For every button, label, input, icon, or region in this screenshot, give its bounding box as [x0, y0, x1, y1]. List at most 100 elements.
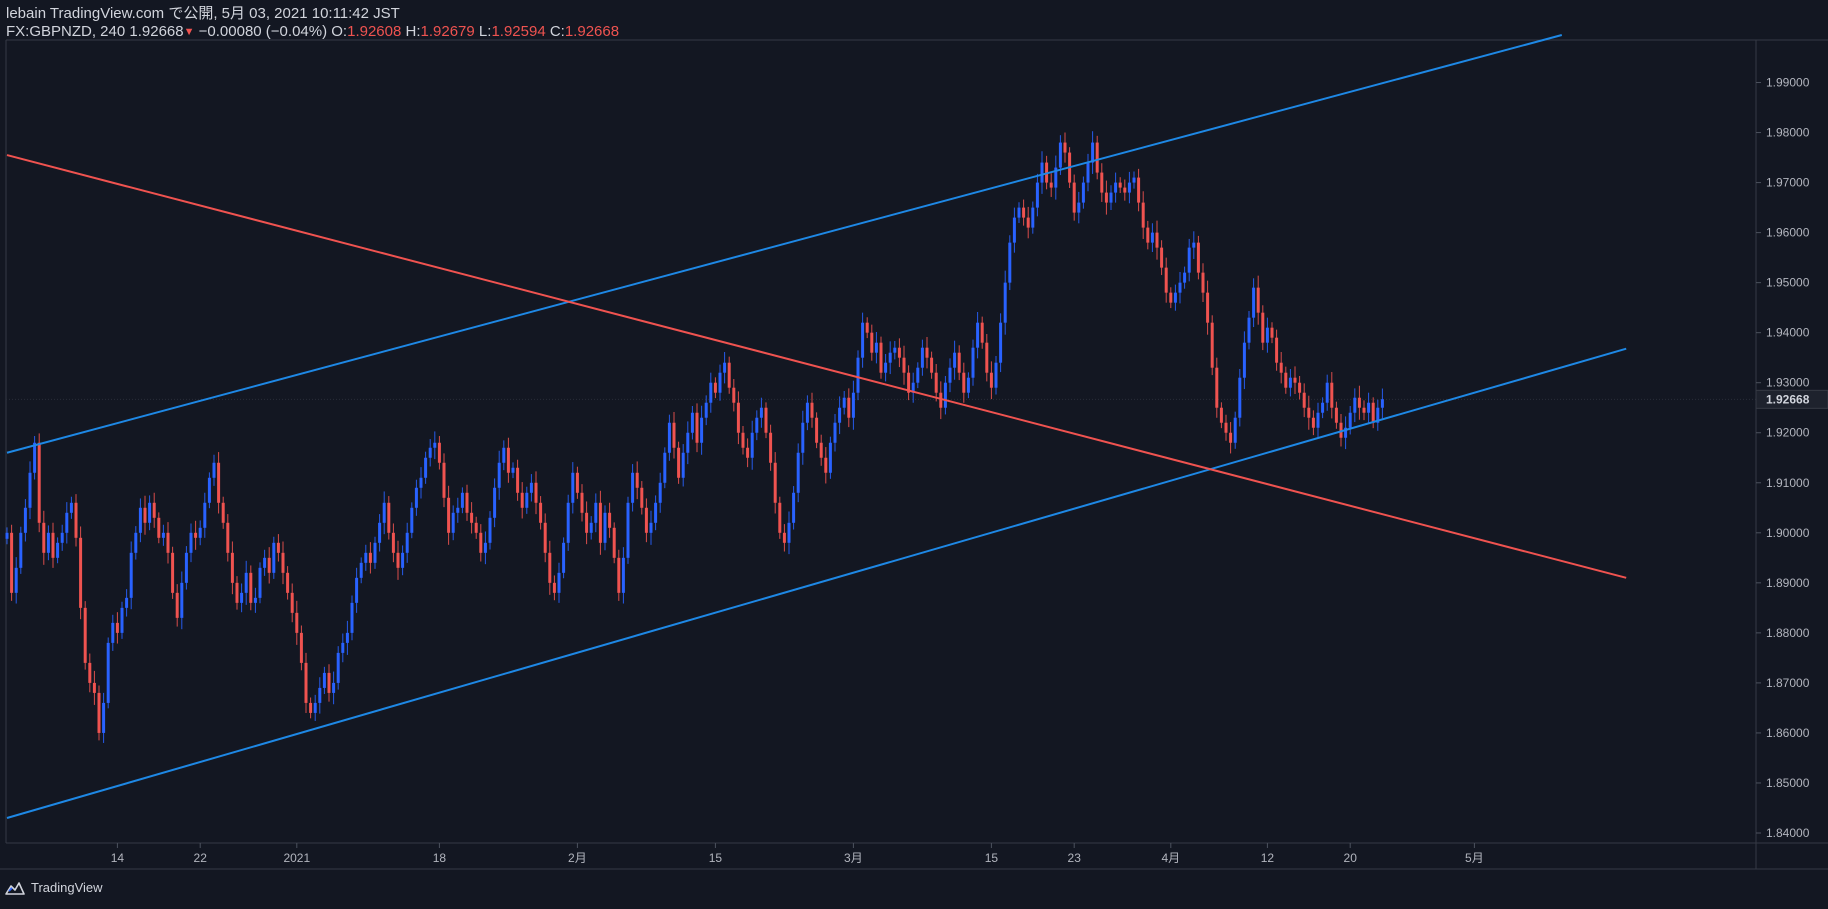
price-tick-label: 1.88000: [1766, 626, 1810, 640]
high-label: H:: [405, 23, 421, 40]
candle-body: [861, 322, 865, 358]
tradingview-branding[interactable]: TradingView: [4, 880, 103, 895]
candle-body: [943, 382, 947, 408]
candle-body: [635, 472, 639, 488]
price-tick-label: 1.85000: [1766, 776, 1810, 790]
candle-body: [1169, 292, 1173, 303]
candle-body: [1270, 327, 1274, 338]
candle-body: [934, 372, 938, 393]
candle-body: [92, 682, 96, 693]
candle-body: [203, 502, 207, 528]
candle-body: [750, 432, 754, 458]
candle-body: [166, 532, 170, 553]
candle-body: [608, 512, 612, 528]
candle-body: [451, 512, 455, 533]
candle-body: [1192, 242, 1196, 248]
candle-body: [506, 447, 510, 473]
candle-body: [1160, 247, 1164, 268]
time-tick-label: 14: [111, 851, 125, 865]
candle-body: [833, 422, 837, 443]
candle-body: [1026, 217, 1030, 228]
candle-body: [138, 507, 142, 533]
price-tick-label: 1.89000: [1766, 576, 1810, 590]
brand-label: TradingView: [31, 880, 103, 895]
candle-body: [672, 422, 676, 448]
price-tick-label: 1.91000: [1766, 476, 1810, 490]
candle-body: [1339, 422, 1343, 438]
candle-body: [359, 562, 363, 578]
candle-body: [598, 502, 602, 543]
time-tick-label: 12: [1261, 851, 1275, 865]
candle-body: [902, 357, 906, 373]
time-tick-label: 5月: [1465, 851, 1484, 865]
candles-layer: [5, 131, 1384, 743]
candle-body: [143, 507, 147, 523]
candle-body: [916, 367, 920, 383]
candle-body: [1150, 232, 1154, 243]
candle-body: [364, 552, 368, 563]
candle-body: [244, 572, 248, 593]
candle-body: [1334, 407, 1338, 423]
time-tick-label: 2月: [568, 851, 587, 865]
time-axis[interactable]: 14 22 2021 18 2月 15 3月 15 23 4月 12 20 5月: [111, 843, 1484, 865]
candle-body: [1035, 182, 1039, 208]
candle-body: [332, 682, 336, 693]
candle-body: [778, 502, 782, 533]
candle-body: [1012, 217, 1016, 243]
candle-body: [681, 452, 685, 478]
candle-body: [1063, 142, 1067, 153]
close-label: C:: [549, 23, 565, 40]
time-tick-label: 20: [1344, 851, 1358, 865]
candle-body: [755, 417, 759, 433]
candle-body: [226, 522, 230, 553]
candle-body: [299, 632, 303, 663]
candle-body: [1321, 402, 1325, 413]
candle-body: [1219, 407, 1223, 423]
candle-body: [1146, 227, 1150, 243]
candle-body: [1229, 432, 1233, 443]
candle-body: [773, 462, 777, 503]
candle-body: [405, 532, 409, 553]
candle-body: [46, 532, 50, 553]
time-tick-label: 3月: [844, 851, 863, 865]
candle-body: [1362, 407, 1366, 413]
price-tick-label: 1.94000: [1766, 326, 1810, 340]
candle-body: [37, 442, 41, 523]
price-axis[interactable]: 1.84000 1.85000 1.86000 1.87000 1.88000 1.890…: [1755, 76, 1828, 840]
candle-body: [1206, 292, 1210, 323]
candle-body: [847, 397, 851, 418]
candle-body: [548, 552, 552, 583]
candle-body: [718, 372, 722, 393]
candle-body: [88, 662, 92, 683]
price-tick-label: 1.92000: [1766, 426, 1810, 440]
candle-body: [1114, 182, 1118, 193]
candle-body: [1008, 242, 1012, 283]
candle-body: [566, 502, 570, 543]
candle-body: [525, 492, 529, 508]
candle-body: [414, 487, 418, 508]
candle-body: [709, 382, 713, 403]
candle-body: [157, 517, 161, 538]
candle-body: [1302, 392, 1306, 408]
candle-body: [267, 557, 271, 573]
candle-body: [805, 402, 809, 423]
candle-body: [1164, 267, 1168, 293]
candle-body: [424, 457, 428, 478]
candle-body: [884, 362, 888, 373]
candle-body: [263, 557, 267, 568]
candle-body: [736, 402, 740, 433]
time-tick-label: 15: [985, 851, 999, 865]
candle-body: [1279, 362, 1283, 373]
time-tick-label: 23: [1068, 851, 1082, 865]
open-value: 1.92608: [347, 23, 402, 40]
trendlines-layer[interactable]: [6, 34, 1627, 819]
candle-body: [1031, 207, 1035, 228]
candle-body: [10, 532, 14, 593]
candle-body: [520, 492, 524, 508]
candle-body: [410, 507, 414, 533]
time-tick-label: 4月: [1161, 851, 1180, 865]
candle-body: [953, 352, 957, 368]
candle-body: [1376, 407, 1380, 423]
candle-body: [272, 542, 276, 573]
